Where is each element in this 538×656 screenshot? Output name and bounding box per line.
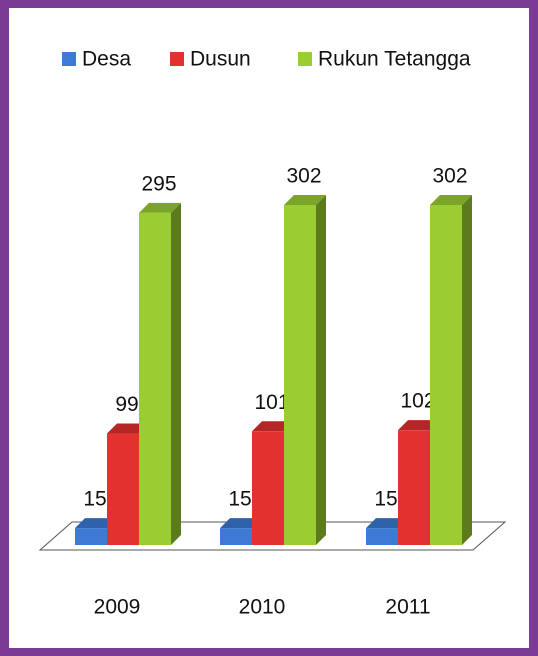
x-tick-label: 2011 xyxy=(385,596,430,619)
data-label: 15 xyxy=(374,488,397,511)
data-label: 102 xyxy=(400,390,435,413)
legend-swatch xyxy=(298,52,312,66)
bar xyxy=(430,205,462,545)
bar-side xyxy=(171,202,181,545)
bar xyxy=(220,528,252,545)
bar-top xyxy=(220,518,262,529)
bar-side xyxy=(316,195,326,545)
bar xyxy=(366,528,398,545)
bar-top xyxy=(75,518,117,529)
bar-side xyxy=(462,195,472,545)
bar-top xyxy=(139,202,181,213)
data-label: 302 xyxy=(432,165,467,188)
bar xyxy=(398,430,430,545)
bar-top xyxy=(252,421,294,432)
bar-top xyxy=(366,518,408,529)
bar-top xyxy=(107,423,149,434)
data-label: 101 xyxy=(254,391,289,414)
data-label: 295 xyxy=(141,172,176,195)
bar-top xyxy=(284,195,326,205)
bar xyxy=(75,528,107,545)
data-label: 302 xyxy=(286,165,321,188)
bar xyxy=(139,212,171,545)
data-label: 99 xyxy=(115,393,138,416)
bar-top xyxy=(430,195,472,205)
legend-label: Dusun xyxy=(190,48,251,71)
bar xyxy=(252,431,284,545)
bar xyxy=(284,205,316,545)
data-label: 15 xyxy=(83,488,106,511)
x-tick-label: 2009 xyxy=(94,596,141,619)
legend-label: Rukun Tetangga xyxy=(318,48,471,71)
data-label: 15 xyxy=(228,488,251,511)
bar xyxy=(107,433,139,545)
legend-swatch xyxy=(62,52,76,66)
legend-swatch xyxy=(170,52,184,66)
x-tick-label: 2010 xyxy=(239,596,286,619)
legend-label: Desa xyxy=(82,48,131,71)
bar-top xyxy=(398,420,440,431)
